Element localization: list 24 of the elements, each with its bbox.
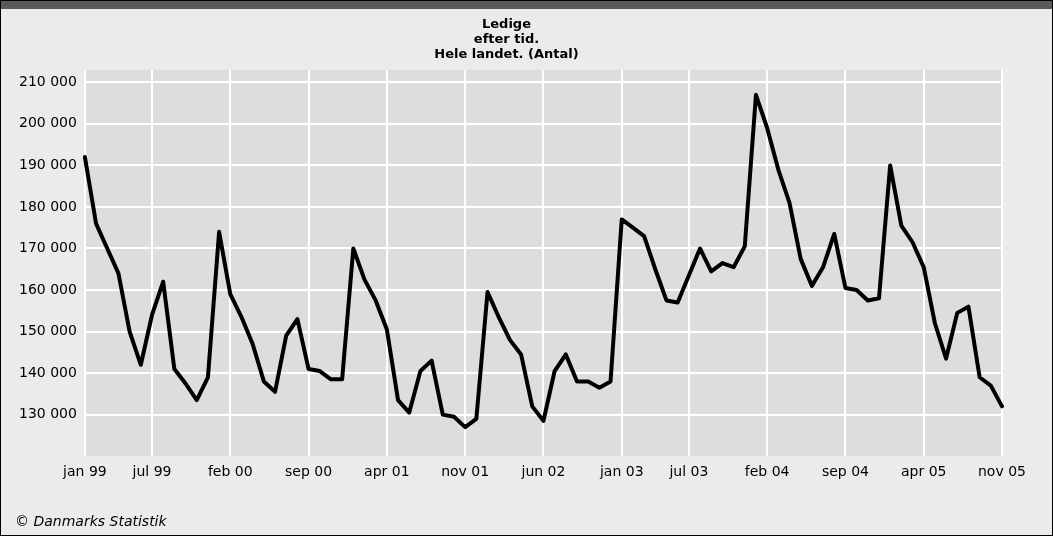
y-tick-label: 150 000: [18, 322, 77, 339]
y-tick-label: 190 000: [18, 156, 77, 173]
x-tick-label: sep 00: [285, 463, 333, 480]
x-tick-label: feb 00: [207, 463, 253, 480]
x-tick-label: jan 99: [62, 463, 107, 480]
chart-title: Ledige efter tid. Hele landet. (Antal): [434, 15, 579, 61]
y-tick-label: 130 000: [18, 405, 77, 422]
y-tick-label: 160 000: [18, 280, 77, 297]
y-tick-label: 210 000: [18, 72, 77, 89]
y-tick-label: 140 000: [18, 363, 77, 380]
x-tick-label: sep 04: [821, 463, 870, 480]
x-tick-label: jun 02: [520, 463, 566, 480]
x-tick-label: jul 99: [131, 463, 172, 480]
y-tick-label: 170 000: [18, 239, 77, 256]
x-tick-label: apr 05: [900, 463, 947, 480]
x-tick-label: jan 03: [598, 463, 644, 480]
y-tick-label: 200 000: [18, 114, 77, 131]
x-tick-label: nov 05: [978, 463, 1026, 480]
x-tick-label: feb 04: [744, 463, 790, 480]
x-tick-label: jul 03: [668, 463, 709, 480]
text: © Danmarks Statistik: [15, 513, 167, 529]
y-tick-label: 180 000: [18, 197, 77, 214]
x-tick-label: nov 01: [441, 463, 490, 480]
x-tick-label: apr 01: [364, 463, 410, 480]
